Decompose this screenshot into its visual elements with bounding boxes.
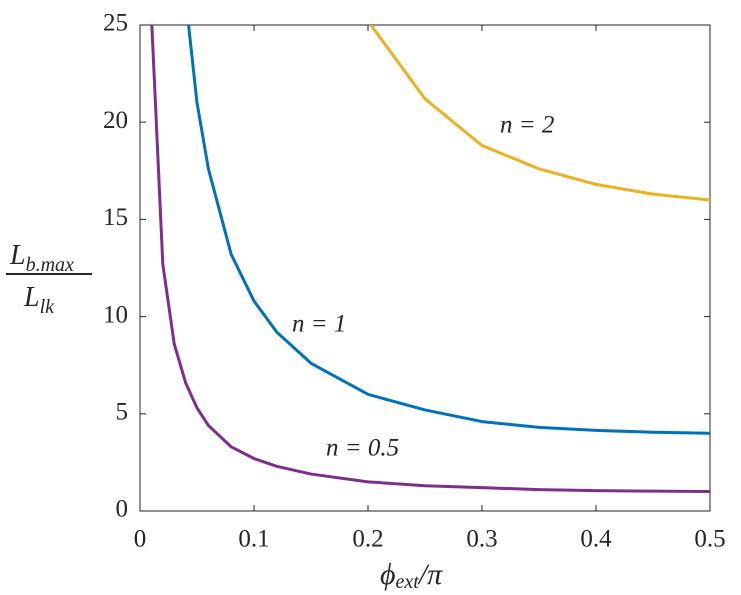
- x-tick-label: 0.1: [238, 526, 269, 553]
- series-line: [187, 25, 710, 435]
- y-label-denominator: Llk: [23, 282, 55, 317]
- y-tick-label: 15: [103, 204, 128, 231]
- x-tick-label: 0.5: [694, 526, 725, 553]
- y-tick-label: 20: [103, 107, 128, 134]
- y-tick-label: 0: [116, 496, 129, 523]
- x-tick-label: 0.4: [580, 526, 612, 553]
- y-tick-label: 5: [116, 399, 129, 426]
- series-label: n = 1: [292, 311, 346, 338]
- y-den-main: L: [23, 282, 40, 313]
- y-tick-label: 25: [103, 10, 128, 37]
- x-tick-label: 0.3: [466, 526, 497, 553]
- series-line: [150, 25, 710, 494]
- curves: [150, 25, 710, 494]
- series-line: [368, 25, 710, 202]
- y-label-numerator: Lb.max: [9, 240, 74, 275]
- y-num-sub: b.max: [26, 254, 74, 276]
- x-label-rest: /π: [417, 558, 443, 591]
- x-label-sub: ext: [396, 571, 420, 593]
- y-den-sub: lk: [40, 296, 56, 318]
- series-label: n = 2: [500, 112, 554, 139]
- x-axis-label: ϕext/π: [380, 558, 443, 593]
- x-tick-label: 0: [134, 526, 147, 553]
- x-tick-label: 0.2: [352, 526, 383, 553]
- y-num-main: L: [9, 240, 26, 271]
- x-label-main: ϕ: [380, 558, 396, 591]
- y-tick-label: 10: [103, 301, 128, 328]
- series-label: n = 0.5: [326, 435, 399, 462]
